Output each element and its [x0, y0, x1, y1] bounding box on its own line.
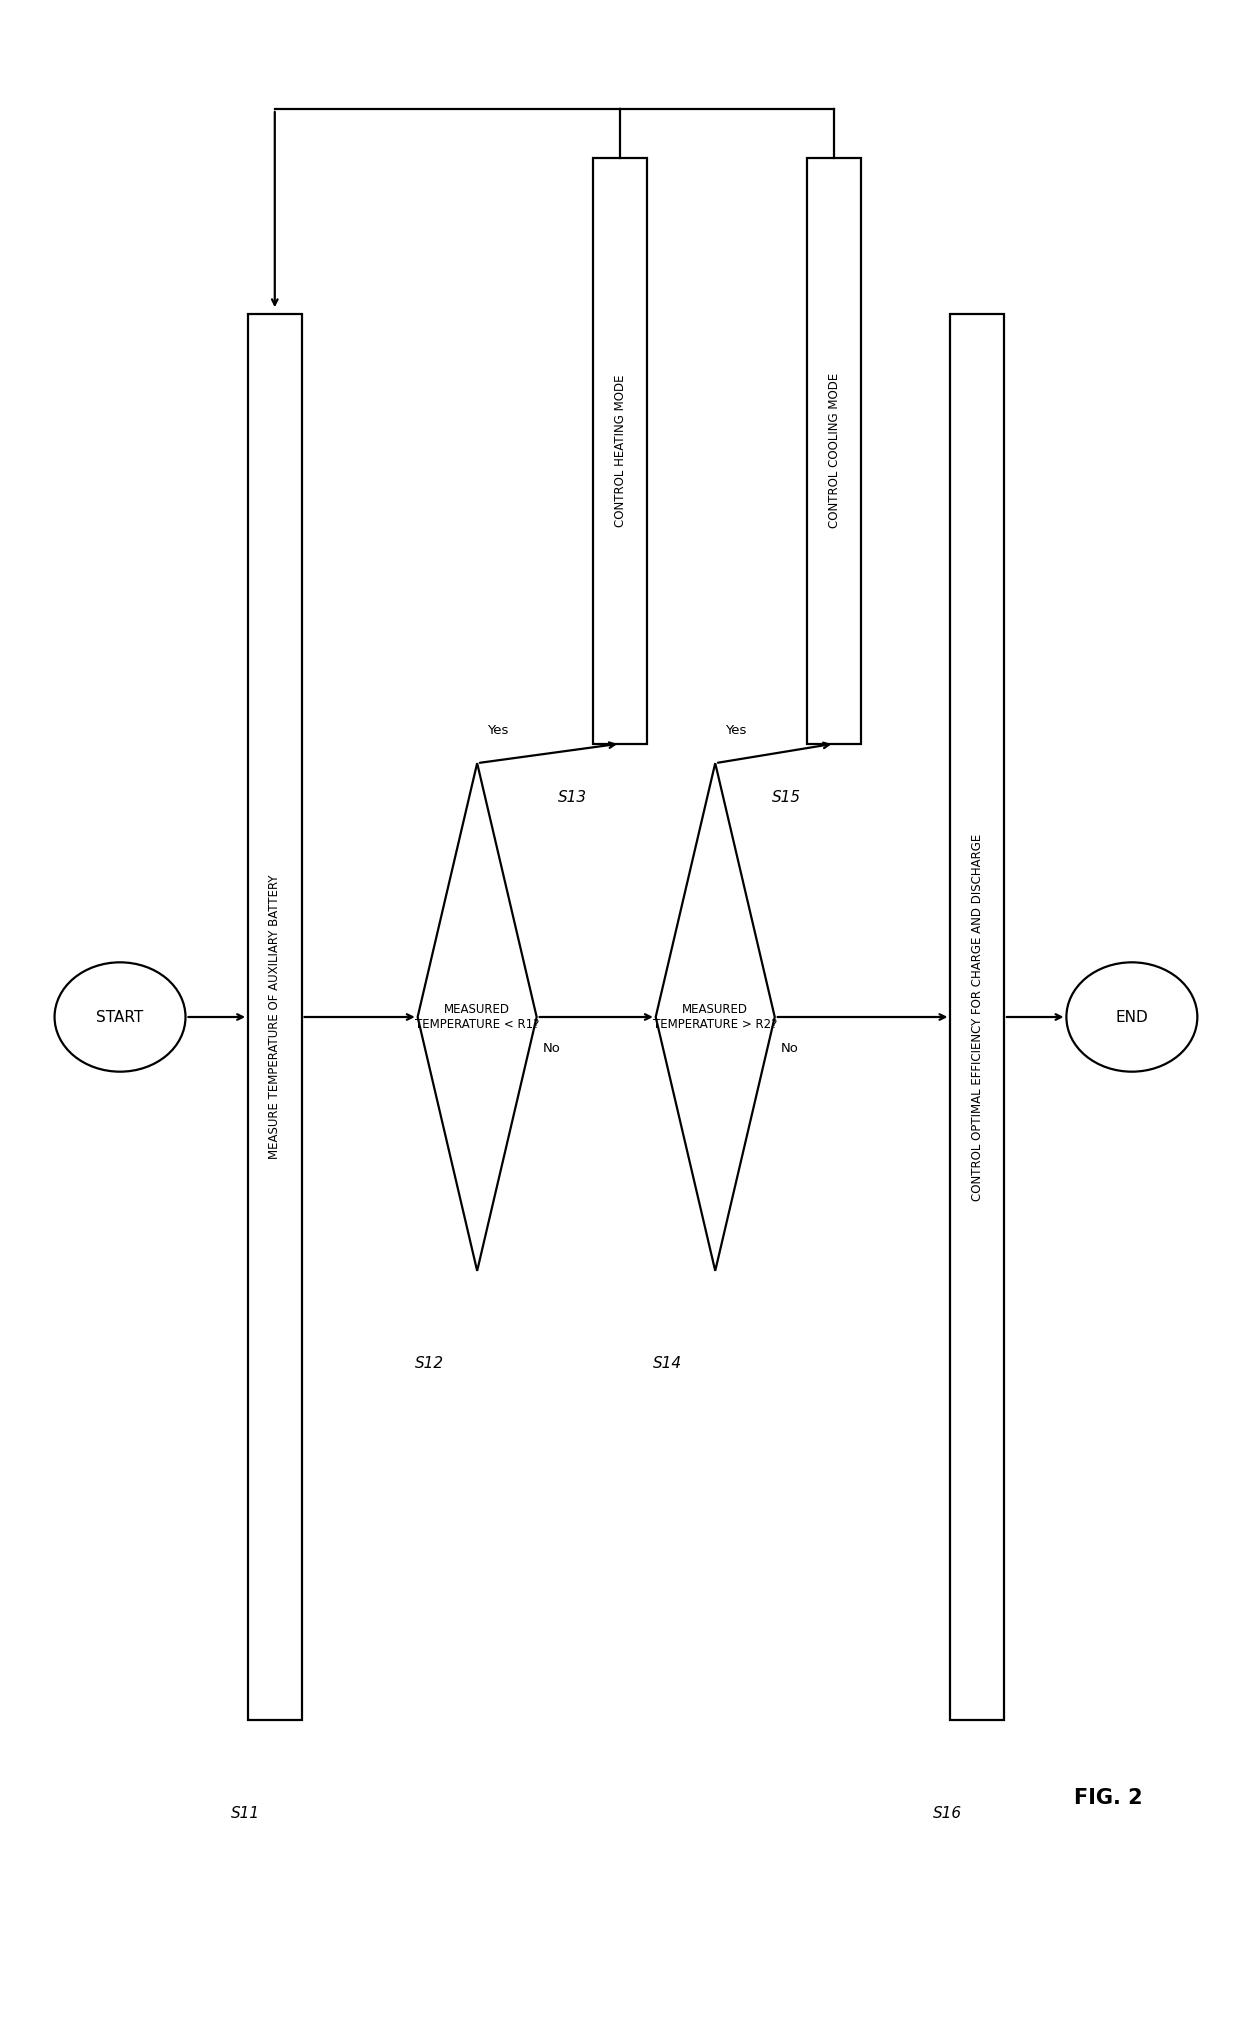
Text: No: No — [543, 1041, 560, 1056]
Text: S16: S16 — [932, 1806, 962, 1820]
Text: Yes: Yes — [486, 724, 508, 736]
Text: S15: S15 — [773, 791, 801, 805]
Text: No: No — [781, 1041, 799, 1056]
Text: MEASURED
TEMPERATURE < R1?: MEASURED TEMPERATURE < R1? — [415, 1003, 539, 1031]
Bar — [807, 159, 861, 744]
Bar — [593, 159, 647, 744]
Text: FIG. 2: FIG. 2 — [1074, 1788, 1142, 1808]
Text: START: START — [97, 1009, 144, 1025]
Polygon shape — [418, 763, 537, 1271]
Text: CONTROL COOLING MODE: CONTROL COOLING MODE — [828, 372, 841, 529]
Text: S12: S12 — [415, 1357, 444, 1371]
Text: S14: S14 — [653, 1357, 682, 1371]
Polygon shape — [656, 763, 775, 1271]
Text: CONTROL HEATING MODE: CONTROL HEATING MODE — [614, 374, 626, 527]
Bar — [950, 313, 1004, 1721]
Text: CONTROL OPTIMAL EFFICIENCY FOR CHARGE AND DISCHARGE: CONTROL OPTIMAL EFFICIENCY FOR CHARGE AN… — [971, 834, 983, 1200]
Text: Yes: Yes — [724, 724, 746, 736]
Text: MEASURE TEMPERATURE OF AUXILIARY BATTERY: MEASURE TEMPERATURE OF AUXILIARY BATTERY — [268, 875, 281, 1159]
Bar — [248, 313, 301, 1721]
Text: END: END — [1116, 1009, 1148, 1025]
Text: MEASURED
TEMPERATURE > R2?: MEASURED TEMPERATURE > R2? — [653, 1003, 777, 1031]
Text: S11: S11 — [231, 1806, 259, 1820]
Text: S13: S13 — [558, 791, 587, 805]
